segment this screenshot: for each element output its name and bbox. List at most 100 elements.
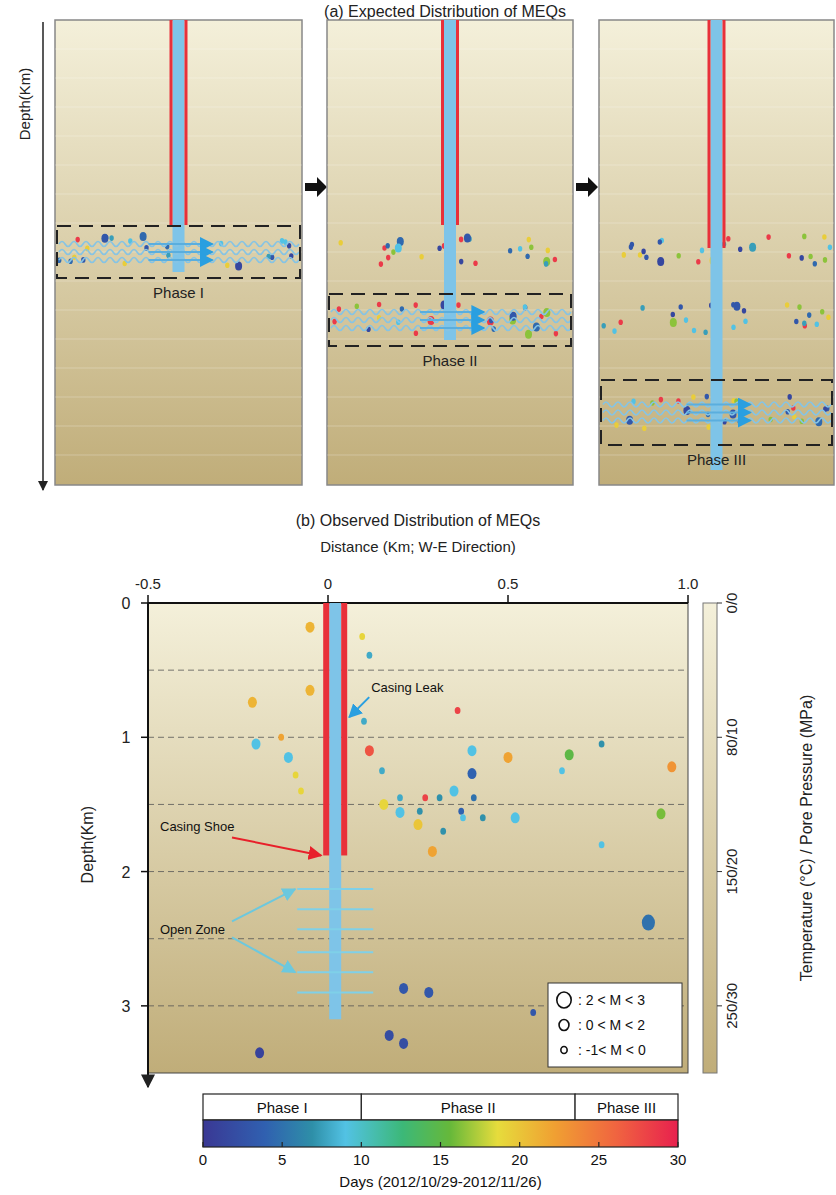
schematic-event xyxy=(679,304,683,310)
colorbar-tick-label: 10 xyxy=(353,1151,370,1168)
flow-arrow xyxy=(149,251,213,253)
y-tick xyxy=(141,737,148,739)
schematic-event xyxy=(554,331,558,337)
y2-tick xyxy=(717,603,722,604)
band xyxy=(55,252,302,253)
schematic-event xyxy=(525,330,532,339)
flow-arrow xyxy=(687,404,751,406)
y2-tick-label: 250/30 xyxy=(723,983,740,1029)
schematic-event xyxy=(641,249,645,255)
schematic-event xyxy=(140,232,147,241)
microearthquake xyxy=(379,767,385,774)
colorbar-tick xyxy=(519,1142,520,1147)
phase-box xyxy=(361,1094,575,1120)
microearthquake xyxy=(642,915,655,931)
flow-wave xyxy=(59,258,299,263)
schematic-event xyxy=(622,252,626,258)
microearthquake xyxy=(399,983,408,994)
flow-wave xyxy=(331,318,571,323)
x-tick-label: -0.5 xyxy=(135,575,161,592)
x-tick xyxy=(147,595,149,603)
phase-name: Phase I xyxy=(257,1099,308,1116)
microearthquake xyxy=(460,814,466,821)
microearthquake xyxy=(530,1009,536,1016)
grid-line xyxy=(148,938,688,939)
schematic-event xyxy=(788,394,792,400)
ground xyxy=(55,20,302,485)
colorbar-tick xyxy=(440,1142,441,1147)
y-tick-label: 1 xyxy=(122,729,131,746)
microearthquake xyxy=(278,734,284,741)
schematic-event xyxy=(828,244,832,250)
x-tick xyxy=(327,595,329,603)
schematic-event xyxy=(337,306,341,312)
microearthquake xyxy=(422,794,428,801)
microearthquake xyxy=(455,707,461,714)
phase-box xyxy=(601,380,832,445)
schematic-event xyxy=(464,234,471,243)
phase-name: Phase II xyxy=(441,1099,496,1116)
phase-box xyxy=(57,226,300,278)
microearthquake xyxy=(367,652,373,659)
flow-arrow xyxy=(420,327,484,329)
legend-label: : 2 < M < 3 xyxy=(578,992,645,1008)
colorbar-tick xyxy=(202,1142,203,1147)
flow-arrow xyxy=(687,420,751,422)
colorbar-tick-label: 20 xyxy=(511,1151,528,1168)
colorbar-tick xyxy=(598,1142,599,1147)
schematic-event xyxy=(76,237,80,243)
flow-wave xyxy=(603,402,831,407)
microearthquake xyxy=(467,745,476,756)
schematic-event xyxy=(640,305,644,311)
y-tick-label: 0 xyxy=(122,595,131,612)
schematic-event xyxy=(807,312,811,318)
legend-label: : 0 < M < 2 xyxy=(578,1017,645,1033)
schematic-event xyxy=(527,237,531,243)
x-tick xyxy=(687,595,689,603)
legend-box xyxy=(548,983,682,1067)
microearthquake xyxy=(599,841,605,848)
microearthquake xyxy=(248,697,257,708)
panel-a-y-label: Depth(Km) xyxy=(16,68,33,141)
schematic-event xyxy=(619,319,623,325)
y-tick-label: 3 xyxy=(122,998,131,1015)
schematic-event xyxy=(642,425,646,431)
casing xyxy=(341,603,347,855)
y2-tick-label: 0/0 xyxy=(723,593,740,614)
schematic-event xyxy=(518,246,522,252)
schematic-event xyxy=(808,254,812,260)
schematic-event xyxy=(638,252,642,258)
casing xyxy=(723,20,726,248)
colorbar-tick-label: 15 xyxy=(432,1151,449,1168)
open-zone-line xyxy=(297,928,373,930)
schematic-event xyxy=(766,234,770,240)
band xyxy=(327,455,573,456)
microearthquake xyxy=(413,819,422,830)
microearthquake xyxy=(361,718,367,725)
microearthquake xyxy=(379,799,388,810)
band xyxy=(55,426,302,427)
schematic-event xyxy=(696,259,700,265)
schematic-event xyxy=(703,330,707,336)
schematic-event xyxy=(797,304,801,310)
microearthquake xyxy=(305,685,314,696)
y-tick xyxy=(141,1005,148,1007)
microearthquake xyxy=(559,767,565,774)
schematic-event xyxy=(379,261,383,267)
microearthquake xyxy=(667,761,676,772)
next-arrow xyxy=(305,177,327,197)
microearthquake xyxy=(503,752,512,763)
microearthquake xyxy=(397,794,403,801)
microearthquake xyxy=(293,771,299,778)
schematic-event xyxy=(414,302,418,308)
colorbar-tick xyxy=(282,1142,283,1147)
schematic-event xyxy=(414,330,418,336)
microearthquake xyxy=(480,814,486,821)
depth-arrow xyxy=(42,22,44,490)
grid-line xyxy=(148,871,688,872)
microearthquake xyxy=(359,633,365,640)
colorbar-tick-label: 30 xyxy=(670,1151,687,1168)
open-zone-line xyxy=(297,951,373,953)
y-axis-title: Depth(Km) xyxy=(79,806,96,883)
plot-ground xyxy=(148,603,688,1073)
